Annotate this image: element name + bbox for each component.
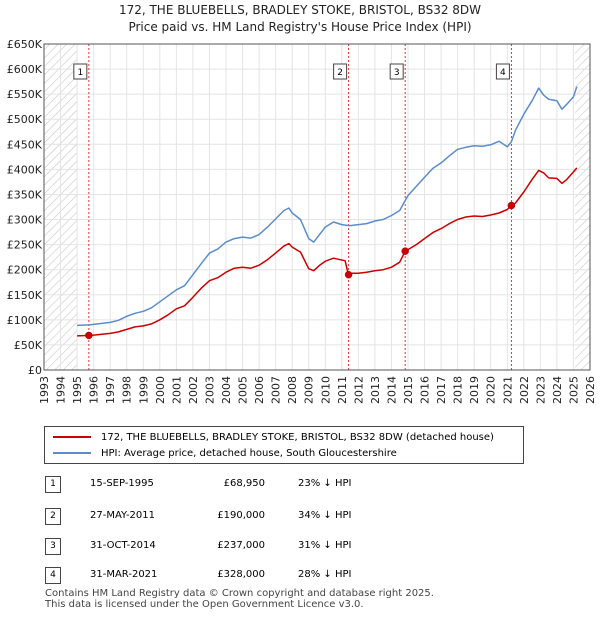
x-tick-label: 2000 bbox=[154, 376, 167, 404]
transaction-hpi-diff: 23% ↓ HPI bbox=[298, 478, 352, 489]
legend-item-property: 172, THE BLUEBELLS, BRADLEY STOKE, BRIST… bbox=[53, 430, 494, 444]
x-tick-label: 1995 bbox=[71, 376, 84, 404]
sale-point bbox=[344, 270, 353, 279]
transaction-number-badge: 2 bbox=[45, 508, 61, 525]
transaction-hpi-diff: 28% ↓ HPI bbox=[298, 569, 352, 580]
transaction-hpi-diff: 34% ↓ HPI bbox=[298, 510, 352, 521]
x-tick-label: 1994 bbox=[55, 376, 68, 404]
y-tick-label: £200K bbox=[7, 264, 43, 277]
hatched-region-after bbox=[575, 44, 590, 370]
x-tick-label: 2021 bbox=[501, 376, 514, 404]
transaction-number-badge: 4 bbox=[45, 567, 61, 584]
sale-label: 1 bbox=[77, 68, 83, 78]
legend-swatch-property bbox=[53, 436, 91, 438]
attribution-footer: Contains HM Land Registry data © Crown c… bbox=[45, 588, 434, 610]
x-tick-label: 1993 bbox=[38, 376, 51, 404]
x-tick-label: 2012 bbox=[352, 376, 365, 404]
y-tick-label: £150K bbox=[7, 289, 43, 302]
sale-label: 4 bbox=[500, 68, 506, 78]
x-tick-label: 2003 bbox=[203, 376, 216, 404]
y-tick-label: £400K bbox=[7, 163, 43, 176]
x-tick-label: 2022 bbox=[518, 376, 531, 404]
sale-point bbox=[401, 247, 409, 255]
transaction-date: 15-SEP-1995 bbox=[90, 478, 154, 489]
y-tick-label: £500K bbox=[7, 113, 43, 126]
x-tick-label: 1996 bbox=[88, 376, 101, 404]
plot-area bbox=[44, 44, 590, 370]
sale-label: 2 bbox=[337, 68, 343, 78]
sale-label: 3 bbox=[394, 68, 400, 78]
transaction-row: 2 27-MAY-2011 £190,000 34% ↓ HPI bbox=[0, 508, 600, 528]
y-tick-label: £100K bbox=[7, 314, 43, 327]
y-tick-label: £300K bbox=[7, 214, 43, 227]
y-tick-label: £50K bbox=[14, 339, 43, 352]
y-tick-label: £600K bbox=[7, 63, 43, 76]
x-tick-label: 2009 bbox=[303, 376, 316, 404]
legend-swatch-hpi bbox=[53, 452, 91, 454]
sale-point bbox=[85, 331, 93, 340]
transaction-date: 27-MAY-2011 bbox=[90, 510, 156, 521]
chart-title-line1: 172, THE BLUEBELLS, BRADLEY STOKE, BRIST… bbox=[118, 3, 482, 17]
y-tick-label: £650K bbox=[7, 38, 43, 51]
y-tick-label: £250K bbox=[7, 239, 43, 252]
sale-label-box bbox=[389, 63, 404, 80]
sale-label-box bbox=[495, 63, 510, 80]
footer-copyright: Contains HM Land Registry data © Crown c… bbox=[45, 588, 434, 599]
y-tick-label: £450K bbox=[7, 138, 43, 151]
x-tick-label: 1998 bbox=[121, 376, 134, 404]
x-tick-label: 2001 bbox=[170, 376, 183, 404]
sale-label-box bbox=[73, 63, 88, 80]
x-tick-label: 2011 bbox=[336, 376, 349, 404]
x-tick-label: 2010 bbox=[319, 376, 332, 404]
x-tick-label: 2016 bbox=[419, 376, 432, 404]
x-tick-label: 2025 bbox=[567, 376, 580, 404]
x-tick-label: 2007 bbox=[270, 376, 283, 404]
transaction-hpi-diff: 31% ↓ HPI bbox=[298, 540, 352, 551]
x-tick-label: 2024 bbox=[551, 376, 564, 404]
transaction-number-badge: 3 bbox=[45, 538, 61, 555]
transaction-date: 31-MAR-2021 bbox=[90, 569, 158, 580]
x-tick-label: 2026 bbox=[584, 376, 597, 404]
legend-label-hpi: HPI: Average price, detached house, Sout… bbox=[101, 447, 397, 459]
x-tick-label: 2018 bbox=[452, 376, 465, 404]
x-tick-label: 1999 bbox=[137, 376, 150, 404]
transaction-number-badge: 1 bbox=[45, 476, 61, 493]
transaction-price: £68,950 bbox=[223, 478, 265, 489]
y-tick-label: £0 bbox=[28, 364, 42, 377]
x-tick-label: 2006 bbox=[253, 376, 266, 404]
footer-licence: This data is licensed under the Open Gov… bbox=[45, 599, 364, 610]
y-tick-label: £550K bbox=[7, 88, 43, 101]
transaction-price: £237,000 bbox=[217, 540, 265, 551]
x-tick-label: 2013 bbox=[369, 376, 382, 404]
x-tick-label: 2017 bbox=[435, 376, 448, 404]
transaction-price: £328,000 bbox=[217, 569, 265, 580]
legend-label-property: 172, THE BLUEBELLS, BRADLEY STOKE, BRIST… bbox=[101, 431, 494, 443]
x-tick-label: 2023 bbox=[534, 376, 547, 404]
y-tick-label: £350K bbox=[7, 188, 43, 201]
legend-item-hpi: HPI: Average price, detached house, Sout… bbox=[53, 446, 397, 460]
x-tick-label: 2005 bbox=[237, 376, 250, 404]
plot-border bbox=[43, 43, 591, 371]
transaction-row: 4 31-MAR-2021 £328,000 28% ↓ HPI bbox=[0, 567, 600, 587]
chart-title-line2: Price paid vs. HM Land Registry's House … bbox=[128, 20, 472, 34]
x-tick-label: 2008 bbox=[286, 376, 299, 404]
chart-legend: 172, THE BLUEBELLS, BRADLEY STOKE, BRIST… bbox=[44, 426, 524, 464]
x-tick-label: 1997 bbox=[104, 376, 117, 404]
x-tick-label: 2002 bbox=[187, 376, 200, 404]
transaction-row: 1 15-SEP-1995 £68,950 23% ↓ HPI bbox=[0, 476, 600, 496]
x-tick-label: 2015 bbox=[402, 376, 415, 404]
hpi-line bbox=[77, 86, 578, 327]
transaction-date: 31-OCT-2014 bbox=[90, 540, 156, 551]
sale-label-box bbox=[333, 63, 348, 80]
sale-point bbox=[507, 201, 516, 210]
x-tick-label: 2014 bbox=[385, 376, 398, 404]
transaction-price: £190,000 bbox=[217, 510, 265, 521]
x-tick-label: 2004 bbox=[220, 376, 233, 404]
x-tick-label: 2019 bbox=[468, 376, 481, 404]
transaction-row: 3 31-OCT-2014 £237,000 31% ↓ HPI bbox=[0, 538, 600, 558]
x-tick-label: 2020 bbox=[485, 376, 498, 404]
